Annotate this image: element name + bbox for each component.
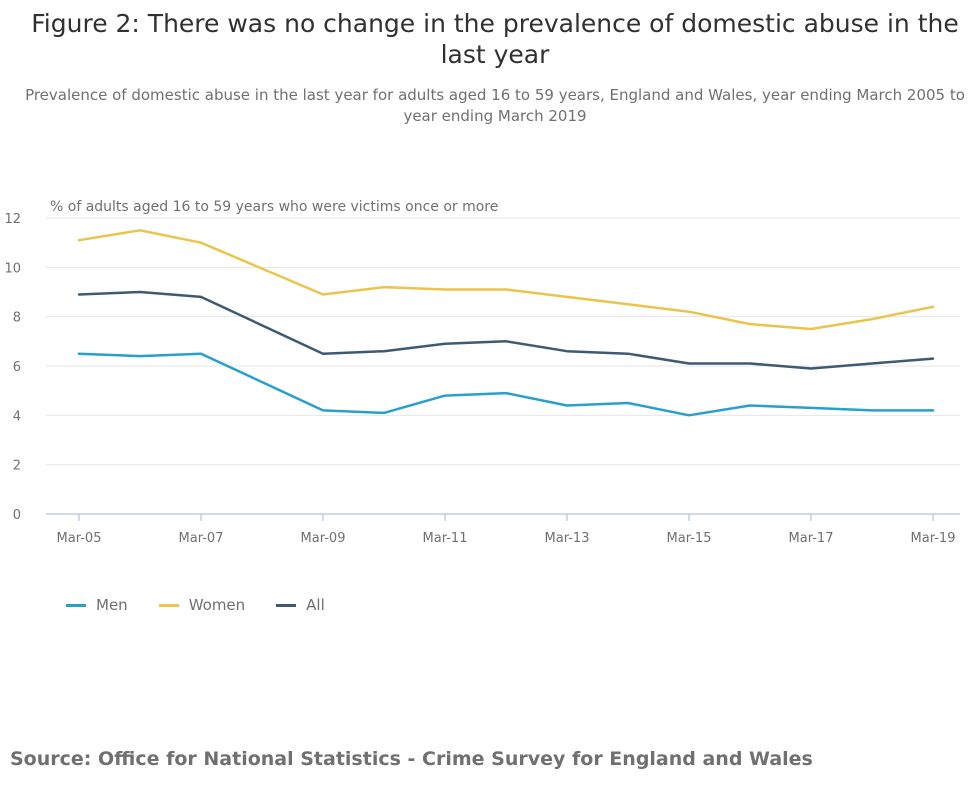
chart-title: Figure 2: There was no change in the pre… [31,9,959,69]
legend-swatch [276,603,297,607]
series-line-all [77,290,935,370]
legend-swatch [66,603,86,607]
series-line-men [77,352,935,417]
legend-label: Women [188,596,246,614]
chart-subtitle: Prevalence of domestic abuse in the last… [25,86,965,125]
y-tick-label: 12 [4,212,21,227]
x-tick-label: Mar-11 [423,531,468,546]
legend-swatch [158,603,179,607]
x-tick-label: Mar-05 [57,531,102,546]
x-tick-label: Mar-19 [911,531,956,546]
y-tick-label: 6 [13,360,21,375]
x-tick-label: Mar-09 [301,531,346,546]
series-line-women [77,229,935,331]
legend-label: All [306,596,325,614]
y-tick-label: 2 [13,459,21,474]
x-tick-label: Mar-07 [179,531,224,546]
legend-item-all: All [276,596,325,614]
y-tick-label: 0 [13,508,21,523]
x-tick-label: Mar-17 [789,531,834,546]
legend-item-men: Men [66,596,128,614]
y-tick-label: 4 [13,409,21,424]
chart-legend: Men Women All [66,596,356,614]
x-tick-label: Mar-13 [545,531,590,546]
source-note: Source: Office for National Statistics -… [10,748,813,770]
legend-item-women: Women [158,596,246,614]
y-tick-label: 8 [13,311,21,326]
y-axis-label: % of adults aged 16 to 59 years who were… [50,199,499,215]
x-tick-label: Mar-15 [667,531,712,546]
y-tick-label: 10 [4,261,21,276]
legend-label: Men [96,596,128,614]
